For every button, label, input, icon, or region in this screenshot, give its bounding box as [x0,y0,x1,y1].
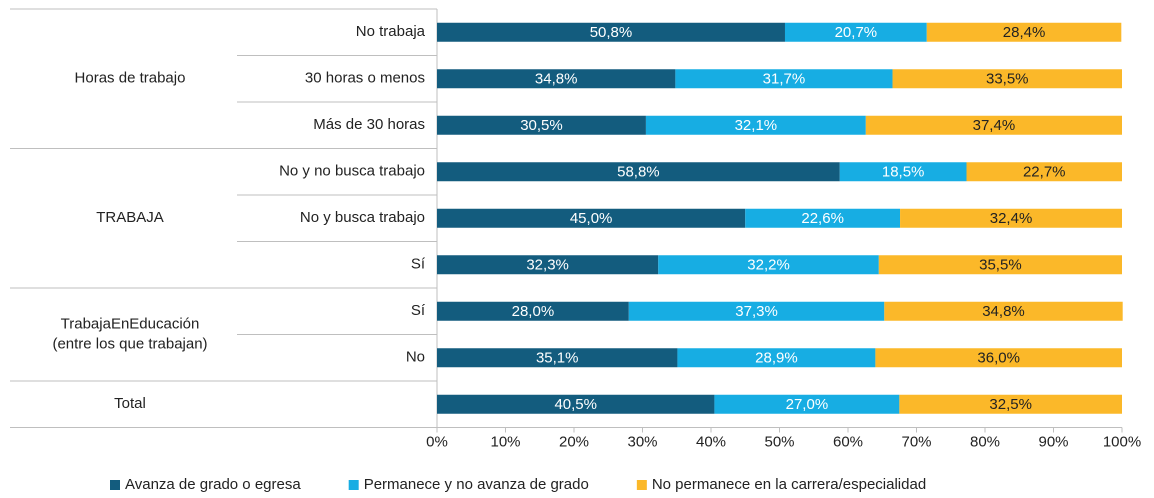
data-label: 45,0% [570,210,613,227]
group-label: TRABAJA [96,209,164,226]
legend-label: Avanza de grado o egresa [125,476,301,493]
data-label: 32,1% [735,117,778,134]
x-tick-label: 10% [490,433,520,450]
category-label: No trabaja [356,23,426,40]
bar-segment [437,115,646,135]
bar-segment [628,301,885,321]
bar-segment [892,69,1122,89]
group-label: TrabajaEnEducación [61,315,200,332]
x-tick-label: 30% [627,433,657,450]
data-label: 30,5% [520,117,563,134]
category-label: Más de 30 horas [313,116,425,133]
bar-segment [437,301,629,321]
legend-label: No permanece en la carrera/especialidad [652,476,926,493]
bar-segment [900,208,1122,228]
data-label: 27,0% [786,396,829,413]
data-label: 32,2% [747,257,790,274]
bar-segment [437,69,676,89]
bar-segment [437,348,678,368]
data-label: 18,5% [882,164,925,181]
data-label: 32,4% [990,210,1033,227]
bar-segment [658,255,879,275]
legend-swatch [636,480,647,490]
group-label: (entre los que trabajan) [52,335,207,352]
category-label: No y busca trabajo [300,209,425,226]
data-label: 35,5% [979,257,1022,274]
x-tick-label: 90% [1038,433,1068,450]
x-tick-label: 70% [901,433,931,450]
data-label: 35,1% [536,350,579,367]
x-tick-label: 80% [970,433,1000,450]
bar-segment [875,348,1122,368]
group-label: Horas de trabajo [75,70,186,87]
x-tick-label: 60% [833,433,863,450]
bar-segment [437,208,746,228]
data-label: 33,5% [986,71,1029,88]
bar-segment [677,348,876,368]
bar-segment [675,69,893,89]
bar-segment [839,162,967,182]
group-label: Total [114,395,146,412]
x-tick-label: 100% [1103,433,1141,450]
x-tick-label: 40% [696,433,726,450]
legend-swatch [110,480,120,490]
data-label: 22,7% [1023,164,1066,181]
data-label: 31,7% [763,71,806,88]
bar-segment [878,255,1122,275]
bar-segment [714,394,900,414]
bar-segment [865,115,1122,135]
bar-segment [437,394,715,414]
data-label: 34,8% [982,303,1025,320]
category-label: 30 horas o menos [305,70,425,87]
bar-segment [926,22,1122,42]
data-label: 28,9% [755,350,798,367]
bar-segment [437,22,785,42]
data-label: 37,4% [973,117,1016,134]
x-tick-label: 0% [426,433,448,450]
x-tick-label: 20% [559,433,589,450]
data-label: 36,0% [977,350,1020,367]
category-label: No [406,349,425,366]
data-label: 22,6% [801,210,844,227]
bar-segment [437,255,659,275]
bar-segment [884,301,1123,321]
bar-segment [437,162,840,182]
legend-label: Permanece y no avanza de grado [364,476,589,493]
data-label: 34,8% [535,71,578,88]
data-label: 28,0% [512,303,555,320]
data-label: 40,5% [554,396,597,413]
bar-segment [899,394,1122,414]
x-tick-label: 50% [764,433,794,450]
data-label: 32,3% [526,257,569,274]
data-label: 32,5% [989,396,1032,413]
bar-segment [784,22,927,42]
bar-segment [966,162,1122,182]
category-label: Sí [411,302,426,319]
data-label: 37,3% [735,303,778,320]
data-label: 58,8% [617,164,660,181]
bar-segment [645,115,866,135]
category-label: No y no busca trabajo [279,163,425,180]
bar-segment [745,208,901,228]
data-label: 50,8% [590,24,633,41]
legend-swatch [348,480,359,490]
data-label: 20,7% [835,24,878,41]
data-label: 28,4% [1003,24,1046,41]
category-label: Sí [411,256,426,273]
